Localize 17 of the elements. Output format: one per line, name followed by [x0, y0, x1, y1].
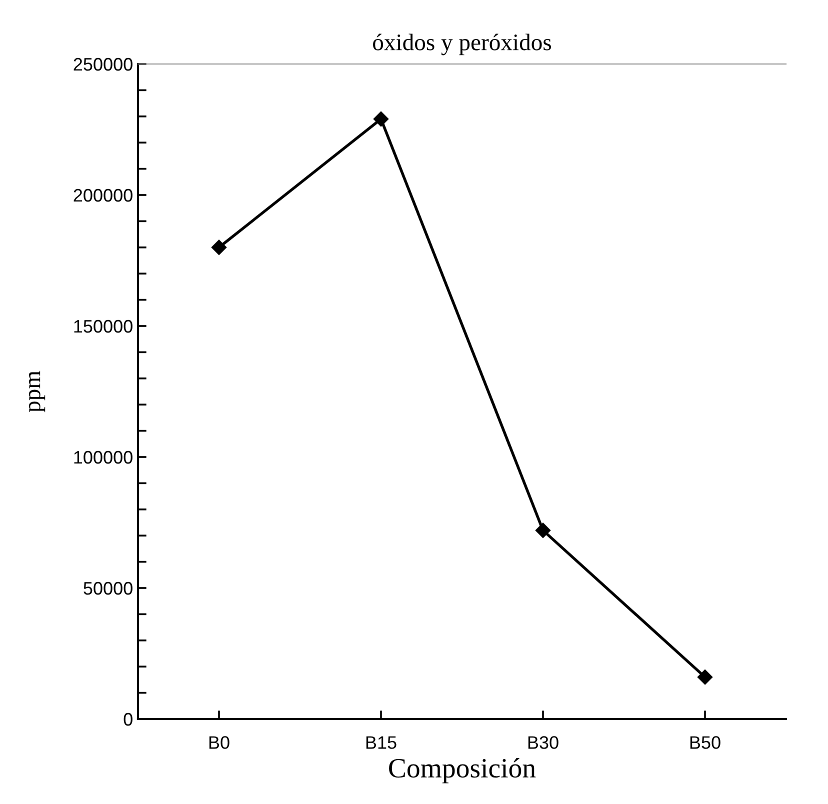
y-tick-label: 50000 — [84, 582, 132, 595]
y-tick-label: 100000 — [74, 450, 132, 464]
x-tick-label: B30 — [528, 736, 558, 749]
point — [373, 111, 389, 127]
y-axis-title: ppm — [28, 370, 46, 412]
x-tick-label: B50 — [690, 736, 720, 749]
x-tick-label: B15 — [366, 736, 396, 749]
point — [211, 240, 227, 255]
x-axis-title: Composición — [389, 758, 536, 784]
y-tick-label: 0 — [124, 712, 132, 726]
y-tick-label: 200000 — [74, 188, 132, 202]
point — [535, 522, 551, 538]
chart-title: óxidos y peróxidos — [373, 34, 551, 56]
point — [697, 670, 713, 685]
y-tick-label: 150000 — [74, 320, 132, 333]
y-tick-label: 250000 — [74, 58, 132, 71]
x-tick-label: B0 — [209, 736, 230, 749]
